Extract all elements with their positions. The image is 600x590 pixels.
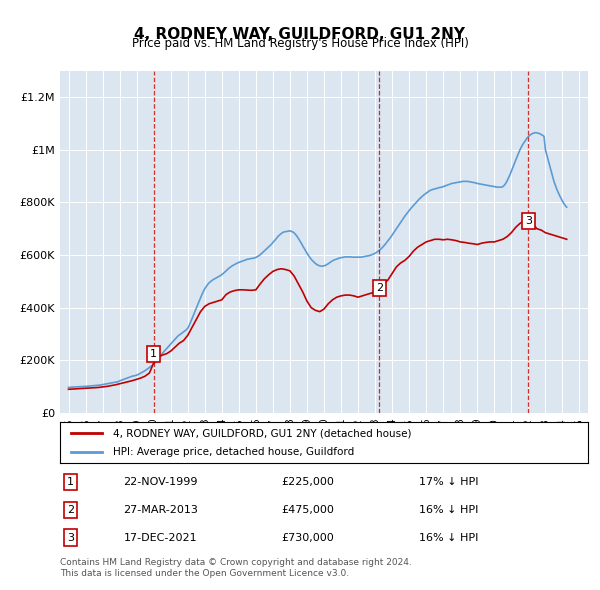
Text: £475,000: £475,000 [282,505,335,515]
Text: Contains HM Land Registry data © Crown copyright and database right 2024.: Contains HM Land Registry data © Crown c… [60,558,412,566]
Text: 17-DEC-2021: 17-DEC-2021 [124,533,197,543]
Text: 2: 2 [67,505,74,515]
Text: Price paid vs. HM Land Registry's House Price Index (HPI): Price paid vs. HM Land Registry's House … [131,37,469,50]
Text: This data is licensed under the Open Government Licence v3.0.: This data is licensed under the Open Gov… [60,569,349,578]
Text: 1: 1 [150,349,157,359]
Text: 16% ↓ HPI: 16% ↓ HPI [419,505,478,515]
Text: 22-NOV-1999: 22-NOV-1999 [124,477,198,487]
Text: 1: 1 [67,477,74,487]
Text: 16% ↓ HPI: 16% ↓ HPI [419,533,478,543]
Text: 2: 2 [376,283,383,293]
Text: 27-MAR-2013: 27-MAR-2013 [124,505,198,515]
Text: £225,000: £225,000 [282,477,335,487]
Text: 3: 3 [67,533,74,543]
Text: 3: 3 [525,216,532,226]
Text: 17% ↓ HPI: 17% ↓ HPI [419,477,479,487]
Text: £730,000: £730,000 [282,533,335,543]
Text: 4, RODNEY WAY, GUILDFORD, GU1 2NY (detached house): 4, RODNEY WAY, GUILDFORD, GU1 2NY (detac… [113,428,412,438]
Text: HPI: Average price, detached house, Guildford: HPI: Average price, detached house, Guil… [113,447,354,457]
Text: 4, RODNEY WAY, GUILDFORD, GU1 2NY: 4, RODNEY WAY, GUILDFORD, GU1 2NY [134,27,466,41]
